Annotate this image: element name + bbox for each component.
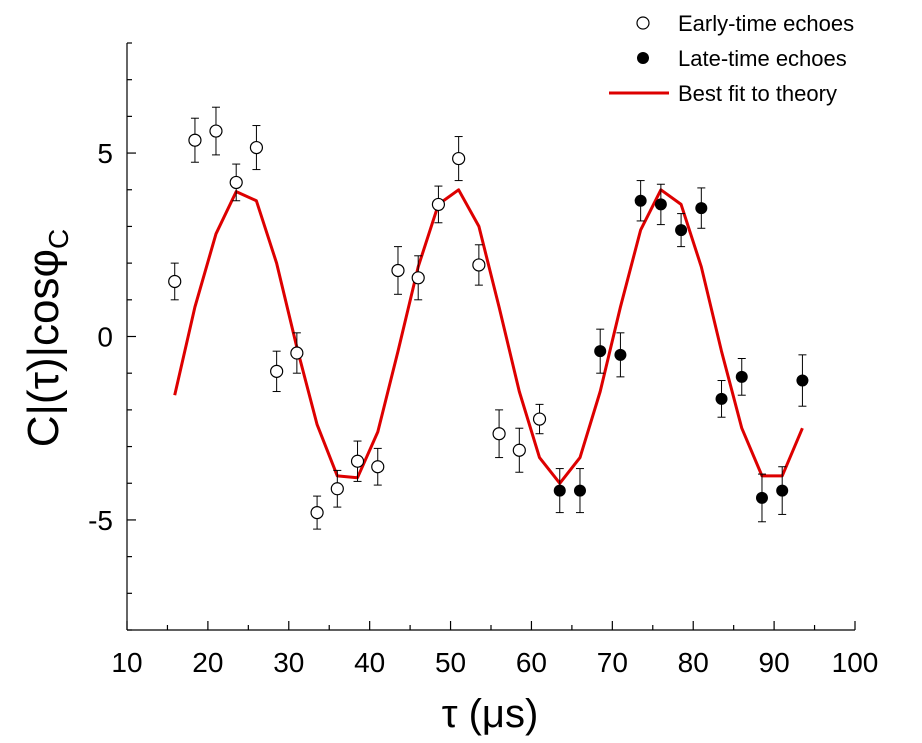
late-echo-point [553, 468, 566, 514]
open-circle-marker [350, 454, 365, 468]
open-circle-marker [512, 443, 526, 457]
filled-circle-marker [796, 374, 809, 387]
early-echo-point [532, 403, 547, 435]
early-echo-point [229, 163, 243, 202]
x-tick-label: 80 [678, 647, 709, 678]
late-echo-point [695, 187, 708, 229]
early-echo-point [472, 244, 486, 286]
early-echo-point [188, 117, 202, 163]
x-tick-label: 50 [435, 647, 466, 678]
filled-circle-marker [634, 194, 647, 207]
x-tick-label: 40 [354, 647, 385, 678]
early-echo-point [290, 332, 304, 374]
y-axis-title: C|(τ)|cosφC [19, 229, 74, 448]
open-circle-marker [209, 124, 223, 138]
early-echo-point [249, 125, 264, 171]
x-axis: 10 20 30 40 50 60 70 80 90 100 [111, 621, 878, 678]
data-points-layer [168, 106, 809, 530]
late-echo-point [796, 354, 809, 407]
filled-circle-marker [654, 198, 667, 211]
x-axis-title: τ (μs) [442, 692, 539, 736]
filled-circle-marker [594, 345, 607, 358]
early-echo-point [492, 409, 506, 459]
late-echo-point [755, 473, 768, 523]
open-circle-marker [532, 412, 547, 426]
early-echo-point [270, 350, 284, 393]
early-echo-point [209, 106, 223, 156]
early-echo-point [431, 185, 446, 224]
open-circle-marker [249, 140, 264, 155]
filled-circle-marker [715, 392, 728, 405]
late-echo-point [594, 328, 607, 374]
late-echo-point [715, 380, 728, 418]
open-circle-marker [391, 263, 405, 278]
late-echo-point [735, 358, 748, 396]
open-circle-marker [188, 133, 202, 147]
open-circle-marker [492, 427, 506, 441]
filled-circle-marker [553, 484, 566, 497]
legend-filled-circle-marker [637, 52, 649, 64]
early-echo-point [310, 495, 324, 530]
late-echo-point [654, 183, 667, 226]
legend-item-fit: Best fit to theory [609, 81, 837, 106]
filled-circle-marker [614, 348, 627, 361]
open-circle-marker [330, 482, 344, 496]
late-echo-point [776, 466, 789, 515]
open-circle-marker [229, 175, 243, 190]
filled-circle-marker [776, 484, 789, 497]
early-echo-point [391, 246, 405, 295]
legend-open-circle-marker [636, 16, 650, 30]
y-tick-label: -5 [88, 505, 113, 536]
open-circle-marker [431, 197, 446, 212]
filled-circle-marker [735, 370, 748, 383]
filled-circle-marker [573, 484, 586, 497]
y-axis-title-main: C|(τ)|cosφ [19, 249, 68, 447]
open-circle-marker [371, 460, 385, 474]
x-tick-label: 20 [192, 647, 223, 678]
x-tick-label: 10 [111, 647, 142, 678]
fit-line [173, 188, 804, 485]
y-axis-title-subscript: C [43, 229, 74, 249]
open-circle-marker [270, 364, 284, 378]
open-circle-marker [411, 271, 425, 285]
open-circle-marker [168, 274, 182, 289]
legend-item-late: Late-time echoes [637, 46, 847, 71]
open-circle-marker [290, 346, 304, 360]
y-tick-label: 5 [97, 138, 113, 169]
late-echo-point [634, 180, 647, 222]
early-echo-point [512, 427, 526, 473]
filled-circle-marker [695, 202, 708, 215]
x-tick-label: 30 [273, 647, 304, 678]
filled-circle-marker [755, 491, 768, 504]
late-echo-point [614, 332, 627, 378]
early-echo-point [452, 136, 466, 182]
x-tick-label: 90 [759, 647, 790, 678]
open-circle-marker [452, 151, 466, 166]
legend-label-early: Early-time echoes [678, 11, 854, 36]
early-echo-point [330, 469, 344, 508]
y-tick-label: 0 [97, 322, 113, 353]
legend-item-early: Early-time echoes [636, 11, 854, 36]
early-echo-point [371, 447, 385, 486]
late-echo-point [573, 468, 586, 514]
early-echo-point [350, 440, 365, 482]
y-axis: 5 0 -5 [88, 42, 136, 631]
x-tick-label: 100 [832, 647, 879, 678]
open-circle-marker [472, 258, 486, 272]
late-echo-point [675, 213, 688, 248]
legend: Early-time echoes Late-time echoes Best … [609, 11, 854, 106]
plot-area [126, 43, 855, 631]
early-echo-point [411, 255, 425, 301]
early-echo-point [168, 262, 182, 301]
legend-label-fit: Best fit to theory [678, 81, 837, 106]
x-tick-label: 60 [516, 647, 547, 678]
open-circle-marker [310, 505, 324, 520]
x-tick-label: 70 [597, 647, 628, 678]
fit-line-layer [173, 188, 804, 485]
filled-circle-marker [675, 224, 688, 237]
legend-label-late: Late-time echoes [678, 46, 847, 71]
